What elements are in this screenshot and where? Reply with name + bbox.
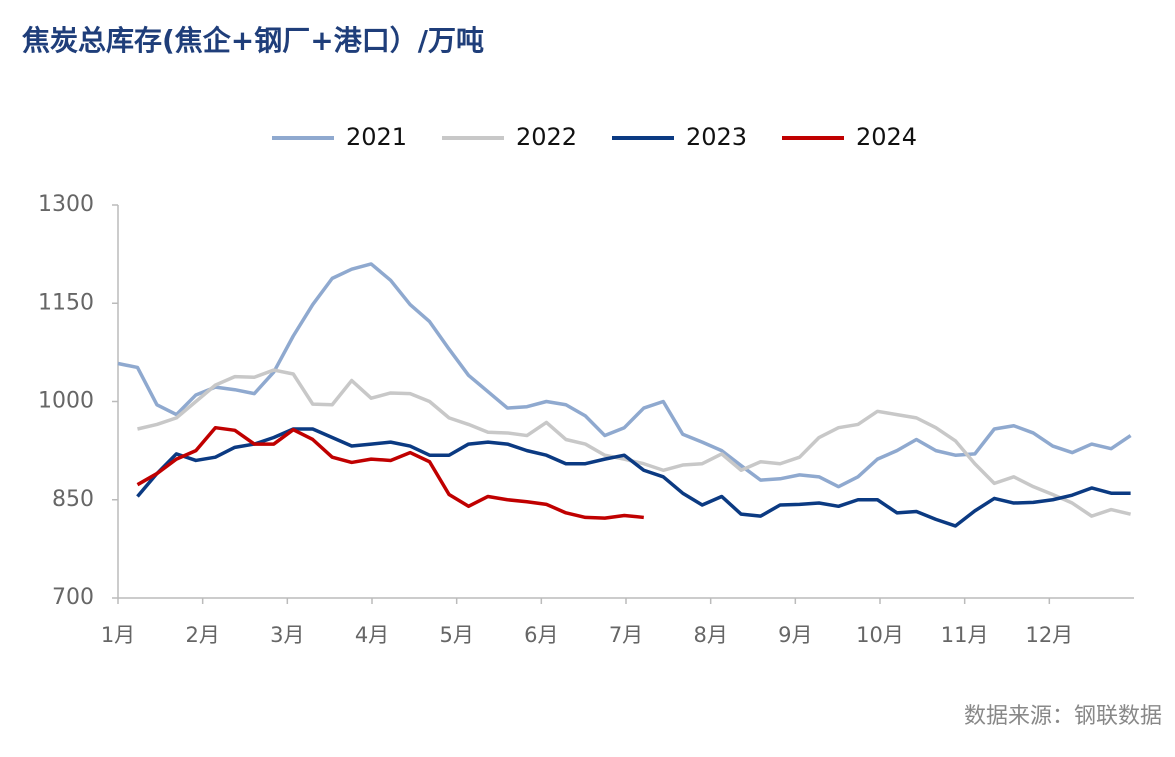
y-tick-label: 850 xyxy=(52,487,94,512)
chart-title: 焦炭总库存(焦企+钢厂+港口）/万吨 xyxy=(22,24,484,57)
source-note: 数据来源：钢联数据 xyxy=(964,704,1162,729)
y-tick-label: 1150 xyxy=(38,290,94,315)
legend-label: 2022 xyxy=(516,123,577,151)
x-tick-label: 12月 xyxy=(1025,623,1073,647)
series-line xyxy=(136,425,644,520)
x-tick-label: 8月 xyxy=(693,623,727,647)
y-tick-label: 700 xyxy=(52,585,94,610)
series-line xyxy=(136,427,1131,528)
x-tick-label: 7月 xyxy=(609,623,643,647)
legend-label: 2021 xyxy=(346,123,407,151)
x-tick-label: 3月 xyxy=(270,623,304,647)
x-tick-label: 1月 xyxy=(101,623,135,647)
x-tick-label: 9月 xyxy=(778,623,812,647)
y-tick-label: 1300 xyxy=(38,192,94,217)
series-line xyxy=(117,262,1132,489)
x-tick-label: 4月 xyxy=(355,623,389,647)
legend-label: 2024 xyxy=(856,123,917,151)
x-tick-label: 6月 xyxy=(524,623,558,647)
legend-label: 2023 xyxy=(686,123,747,151)
x-tick-label: 2月 xyxy=(185,623,219,647)
y-tick-label: 1000 xyxy=(38,389,94,414)
x-tick-label: 11月 xyxy=(941,623,989,647)
x-tick-label: 5月 xyxy=(439,623,473,647)
x-tick-label: 10月 xyxy=(856,623,904,647)
